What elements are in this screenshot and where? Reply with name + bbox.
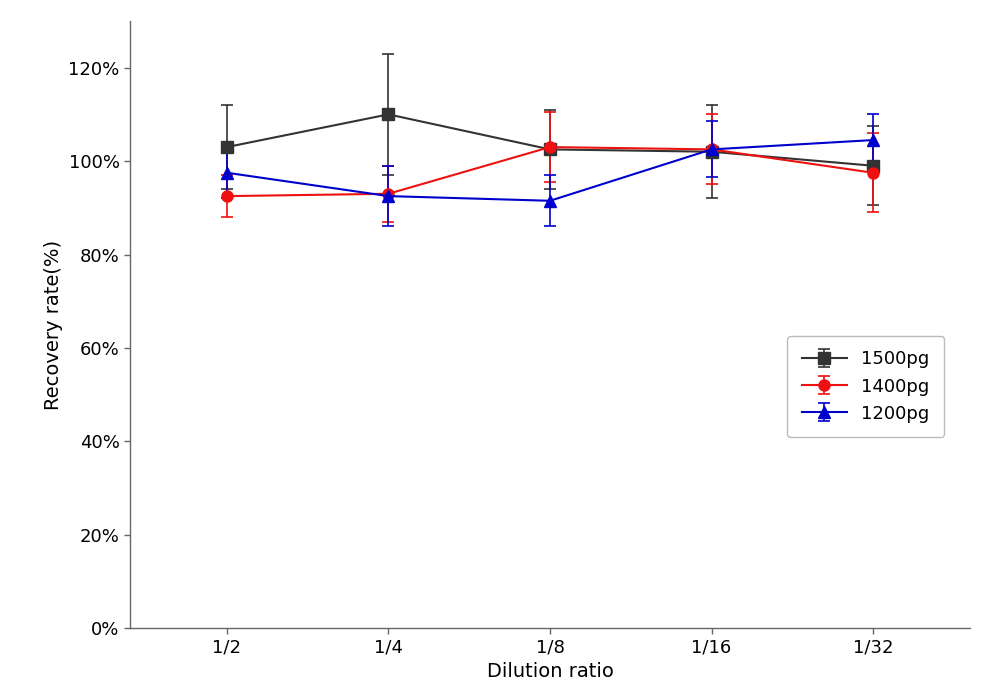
Y-axis label: Recovery rate(%): Recovery rate(%) — [44, 239, 63, 410]
X-axis label: Dilution ratio: Dilution ratio — [487, 662, 613, 681]
Legend: 1500pg, 1400pg, 1200pg: 1500pg, 1400pg, 1200pg — [787, 336, 944, 437]
